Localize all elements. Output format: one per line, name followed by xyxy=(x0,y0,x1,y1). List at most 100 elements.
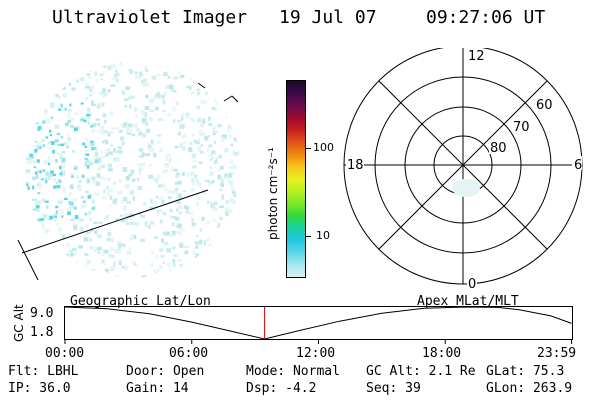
emission-speck xyxy=(90,228,94,233)
auroral-emission xyxy=(452,179,480,197)
emission-speck xyxy=(145,82,149,87)
emission-speck xyxy=(138,148,144,152)
emission-speck xyxy=(148,100,152,104)
emission-speck xyxy=(54,269,58,274)
emission-speck xyxy=(160,238,164,243)
emission-speck xyxy=(118,260,122,265)
emission-speck-bright xyxy=(60,136,64,139)
emission-speck xyxy=(44,266,49,272)
emission-speck xyxy=(198,161,203,165)
emission-speck xyxy=(114,248,118,254)
emission-speck xyxy=(46,260,49,265)
emission-speck xyxy=(146,128,151,133)
emission-speck xyxy=(41,199,46,203)
emission-speck xyxy=(171,222,175,227)
emission-speck xyxy=(117,191,123,195)
emission-speck xyxy=(130,222,135,225)
emission-speck xyxy=(212,219,217,222)
emission-speck-bright xyxy=(44,200,49,203)
emission-speck xyxy=(217,250,220,255)
emission-speck xyxy=(95,118,100,121)
emission-speck xyxy=(34,251,38,254)
emission-speck xyxy=(142,78,148,83)
emission-speck xyxy=(96,173,101,178)
emission-speck xyxy=(236,118,240,122)
emission-speck-bright xyxy=(59,172,63,176)
emission-speck xyxy=(41,224,46,229)
emission-speck-bright xyxy=(51,116,54,119)
emission-speck xyxy=(155,196,158,199)
emission-speck xyxy=(138,167,142,172)
emission-speck-bright xyxy=(56,132,61,136)
emission-speck xyxy=(96,247,101,251)
emission-speck xyxy=(48,276,54,278)
emission-speck xyxy=(145,223,149,227)
emission-speck xyxy=(168,158,172,163)
emission-speck-bright xyxy=(69,201,74,206)
emission-speck xyxy=(227,63,233,69)
emission-speck xyxy=(196,91,201,96)
emission-speck xyxy=(119,243,124,247)
emission-speck xyxy=(180,74,185,78)
emission-speck xyxy=(179,143,183,148)
glat-info: GLat: 75.3 xyxy=(486,364,565,379)
strip-ytick-9: 9.0 xyxy=(30,306,54,321)
emission-speck xyxy=(239,190,241,196)
emission-speck xyxy=(184,250,189,255)
emission-speck xyxy=(174,216,180,221)
emission-speck xyxy=(164,274,169,277)
emission-speck xyxy=(36,255,41,259)
emission-speck xyxy=(194,256,200,259)
emission-speck xyxy=(162,212,167,216)
emission-speck xyxy=(144,94,149,99)
emission-speck xyxy=(169,234,175,237)
emission-speck-bright xyxy=(63,197,68,201)
emission-speck xyxy=(36,261,41,265)
emission-speck xyxy=(165,156,168,161)
emission-speck xyxy=(72,248,77,251)
mlt-label-0: 0 xyxy=(468,277,476,292)
seq-info: Seq: 39 xyxy=(366,381,421,396)
emission-speck xyxy=(221,255,224,259)
emission-speck xyxy=(171,216,177,219)
emission-speck-bright xyxy=(62,157,66,162)
emission-speck xyxy=(188,142,192,145)
emission-speck xyxy=(104,268,109,272)
emission-speck xyxy=(127,96,132,100)
emission-speck xyxy=(175,76,179,80)
emission-speck xyxy=(77,274,80,278)
emission-speck-bright xyxy=(59,165,62,170)
emission-speck xyxy=(159,220,163,224)
emission-speck xyxy=(108,254,114,258)
emission-speck xyxy=(50,102,55,108)
emission-speck xyxy=(176,231,181,234)
emission-speck-bright xyxy=(58,179,61,184)
emission-speck xyxy=(86,63,90,67)
emission-speck xyxy=(236,254,239,258)
emission-speck xyxy=(71,204,74,209)
emission-speck xyxy=(195,141,200,144)
emission-speck xyxy=(149,147,152,153)
emission-speck xyxy=(129,69,133,75)
emission-speck xyxy=(61,151,66,154)
emission-speck xyxy=(227,124,230,129)
emission-speck xyxy=(106,237,111,242)
emission-speck xyxy=(108,188,113,193)
emission-speck-bright xyxy=(42,169,46,173)
emission-speck xyxy=(221,134,227,140)
emission-speck xyxy=(190,117,195,121)
emission-speck-bright xyxy=(86,164,90,169)
emission-speck xyxy=(42,274,47,278)
emission-speck xyxy=(96,129,100,133)
emission-speck xyxy=(124,217,129,220)
emission-speck xyxy=(84,253,89,256)
emission-speck xyxy=(218,262,223,268)
emission-speck xyxy=(167,190,172,194)
emission-speck xyxy=(68,82,72,86)
emission-speck xyxy=(213,107,217,111)
emission-speck xyxy=(62,163,66,169)
emission-speck xyxy=(103,163,107,167)
emission-speck xyxy=(169,267,172,273)
emission-speck xyxy=(76,79,80,83)
emission-speck xyxy=(151,75,157,80)
